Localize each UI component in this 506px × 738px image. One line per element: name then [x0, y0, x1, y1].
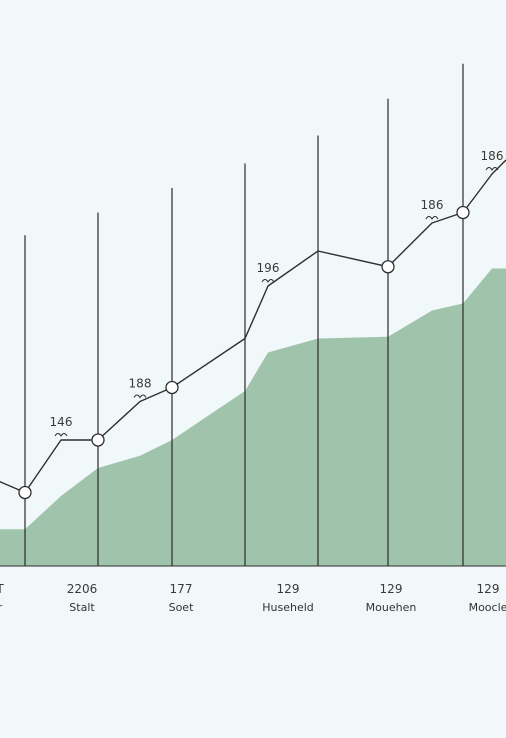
x-tick-value-4: 129 — [380, 582, 403, 596]
x-tick-label-0: r — [0, 601, 3, 614]
data-label-2: 146 — [50, 415, 73, 429]
data-label-10: 186 — [421, 198, 444, 212]
vertical-rules — [24, 63, 464, 566]
area-layer — [0, 268, 506, 566]
area-fill — [0, 268, 506, 566]
data-label-hook-10 — [425, 216, 439, 220]
data-labels: 146 188 196 186 186 — [50, 149, 504, 437]
x-tick-label-1: Stalt — [69, 601, 95, 614]
data-label-7: 196 — [257, 261, 280, 275]
x-tick-value-2: 177 — [170, 582, 193, 596]
data-label-4: 188 — [129, 377, 152, 391]
x-axis: T 2206 177 129 129 129 r Stalt Soet Huseheld Moueh… — [0, 565, 506, 614]
x-tick-value-1: 2206 — [67, 582, 98, 596]
point-marker-11 — [456, 205, 470, 220]
x-tick-value-5: 129 — [477, 582, 500, 596]
data-label-hook-4 — [133, 394, 147, 399]
data-label-hook-2 — [54, 433, 68, 437]
point-marker-1 — [18, 485, 32, 500]
x-tick-value-0: T — [0, 582, 4, 596]
x-tick-label-4: Mouehen — [366, 601, 417, 614]
data-label-hook-7 — [261, 279, 275, 283]
x-tick-value-3: 129 — [277, 582, 300, 596]
data-label-12: 186 — [481, 149, 504, 163]
point-marker-3 — [91, 433, 105, 447]
point-marker-9 — [381, 260, 395, 274]
line-markers — [18, 205, 470, 500]
point-marker-5 — [165, 380, 179, 395]
x-tick-label-5: Moocle — [469, 601, 506, 614]
x-tick-label-3: Huseheld — [262, 601, 314, 614]
x-tick-label-2: Soet — [169, 601, 194, 614]
data-label-hook-12 — [485, 167, 499, 171]
